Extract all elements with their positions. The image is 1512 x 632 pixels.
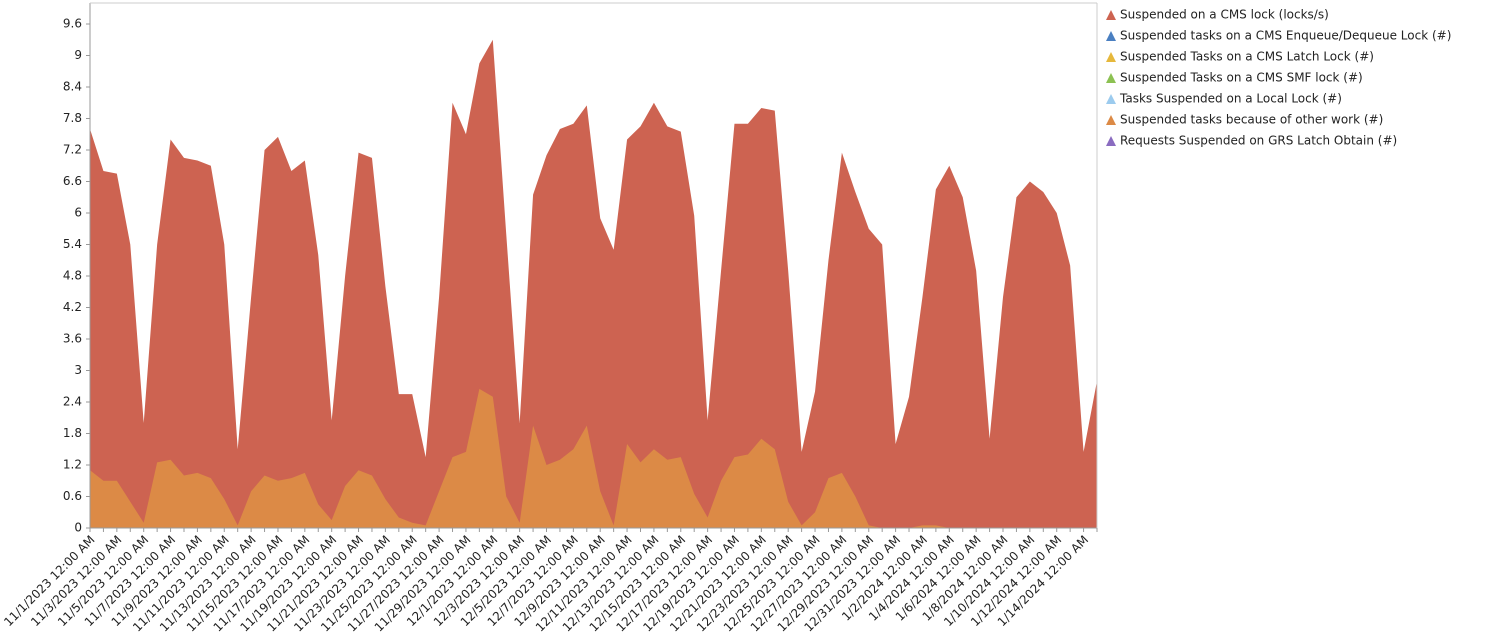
y-tick-label: 7.2: [63, 143, 82, 157]
y-tick-label: 4.2: [63, 300, 82, 314]
legend-marker: [1106, 52, 1116, 62]
legend-marker: [1106, 10, 1116, 20]
y-tick-label: 9: [74, 48, 82, 62]
y-tick-label: 3.6: [63, 332, 82, 346]
legend-label: Suspended tasks because of other work (#…: [1120, 113, 1383, 127]
y-tick-label: 9.6: [63, 17, 82, 31]
y-tick-label: 7.8: [63, 111, 82, 125]
y-tick-label: 6: [74, 206, 82, 220]
y-tick-label: 5.4: [63, 237, 82, 251]
y-tick-label: 6.6: [63, 174, 82, 188]
y-tick-label: 8.4: [63, 80, 82, 94]
legend-label: Requests Suspended on GRS Latch Obtain (…: [1120, 134, 1397, 148]
legend-label: Suspended tasks on a CMS Enqueue/Dequeue…: [1120, 29, 1451, 43]
legend-label: Suspended Tasks on a CMS Latch Lock (#): [1120, 50, 1374, 64]
y-tick-label: 2.4: [63, 395, 82, 409]
legend-marker: [1106, 73, 1116, 83]
area: [90, 39, 1097, 528]
y-tick-label: 4.8: [63, 269, 82, 283]
legend-marker: [1106, 31, 1116, 41]
legend-label: Suspended Tasks on a CMS SMF lock (#): [1120, 71, 1363, 85]
legend-label: Tasks Suspended on a Local Lock (#): [1119, 92, 1342, 106]
area: [90, 388, 1097, 528]
legend-label: Suspended on a CMS lock (locks/s): [1120, 8, 1329, 22]
y-tick-label: 0: [74, 521, 82, 535]
y-tick-label: 0.6: [63, 489, 82, 503]
y-tick-label: 1.8: [63, 426, 82, 440]
legend-marker: [1106, 115, 1116, 125]
y-tick-label: 1.2: [63, 458, 82, 472]
y-tick-label: 3: [74, 363, 82, 377]
legend-marker: [1106, 94, 1116, 104]
legend-marker: [1106, 136, 1116, 146]
